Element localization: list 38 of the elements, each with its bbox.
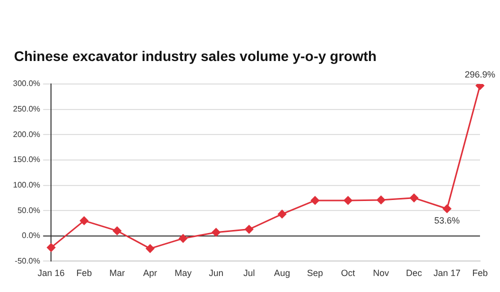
x-tick-label: Feb xyxy=(472,268,488,278)
point xyxy=(344,196,352,205)
point xyxy=(46,243,56,252)
point xyxy=(212,228,220,237)
y-tick-label: 50.0% xyxy=(17,206,40,215)
x-tick-label: Jan 17 xyxy=(433,268,461,278)
x-tick-label: Oct xyxy=(341,268,356,278)
point xyxy=(376,196,386,204)
x-tick-label: Jun xyxy=(208,268,224,278)
point xyxy=(310,196,320,205)
y-tick-label: 100.0% xyxy=(12,180,40,190)
point xyxy=(244,225,254,234)
y-tick-label: 150.0% xyxy=(12,155,40,164)
x-tick-label: Jan 16 xyxy=(38,268,65,278)
y-tick-label: 200.0% xyxy=(12,130,40,139)
point xyxy=(112,226,122,236)
y-tick-label: 250.0% xyxy=(12,104,40,114)
chart-title: Chinese excavator industry sales volume y-o-y growth xyxy=(14,48,377,64)
point xyxy=(410,194,418,202)
data-label: 296.9% xyxy=(464,70,496,80)
y-tick-label: 0.0% xyxy=(22,231,40,240)
x-tick-label: Aug xyxy=(274,268,290,278)
x-tick-label: Sep xyxy=(307,268,324,278)
point xyxy=(80,216,88,225)
x-tick-label: Dec xyxy=(406,268,423,278)
x-tick-label: Feb xyxy=(76,268,92,278)
data-label: 53.6% xyxy=(434,216,460,226)
point xyxy=(146,244,154,253)
point xyxy=(178,234,188,243)
x-tick-label: Apr xyxy=(143,268,158,278)
y-tick-label: 300.0% xyxy=(12,79,40,88)
x-tick-label: May xyxy=(174,268,192,278)
x-tick-label: Jul xyxy=(243,268,255,278)
point xyxy=(278,210,286,218)
x-tick-label: Nov xyxy=(373,268,390,278)
y-tick-label: -50.0% xyxy=(14,256,40,266)
x-tick-label: Mar xyxy=(109,268,125,278)
point xyxy=(442,204,452,213)
